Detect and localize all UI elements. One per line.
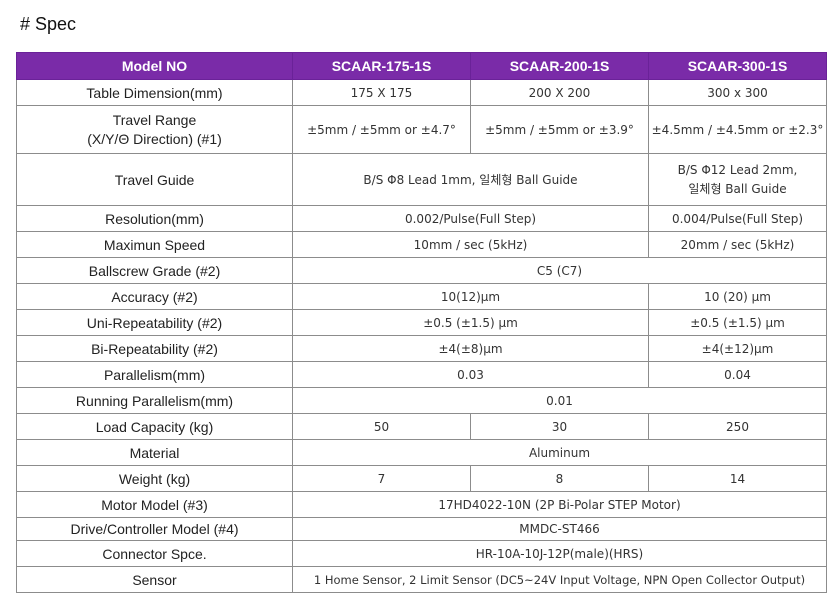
row-table-dimension: Table Dimension(mm) 175 X 175 200 X 200 … [16,79,827,106]
value-travel-guide-175-200: B/S Φ8 Lead 1mm, 일체형 Ball Guide [292,153,649,206]
spec-table: Model NO SCAAR-175-1S SCAAR-200-1S SCAAR… [16,52,827,593]
value-parallelism-300: 0.04 [648,361,827,388]
value-uni-repeatability-300: ±0.5 (±1.5) μm [648,309,827,336]
header-model-no: Model NO [16,52,293,80]
value-travel-guide-300-line2: 일체형 Ball Guide [688,181,787,196]
section-heading: # Spec [20,14,77,34]
row-travel-range: Travel Range (X/Y/Θ Direction) (#1) ±5mm… [16,105,827,154]
value-travel-range-300: ±4.5mm / ±4.5mm or ±2.3° [648,105,827,154]
label-drive-controller: Drive/Controller Model (#4) [16,517,293,541]
value-running-parallelism: 0.01 [292,387,827,414]
value-uni-repeatability-175-200: ±0.5 (±1.5) μm [292,309,649,336]
value-accuracy-175-200: 10(12)μm [292,283,649,310]
value-drive-controller: MMDC-ST466 [292,517,827,541]
row-accuracy: Accuracy (#2) 10(12)μm 10 (20) μm [16,283,827,310]
value-resolution-300: 0.004/Pulse(Full Step) [648,205,827,232]
label-weight: Weight (kg) [16,465,293,492]
value-weight-300: 14 [648,465,827,492]
header-model-200: SCAAR-200-1S [470,52,649,80]
value-bi-repeatability-175-200: ±4(±8)μm [292,335,649,362]
row-material: Material Aluminum [16,439,827,466]
value-table-dimension-175: 175 X 175 [292,79,471,106]
label-max-speed: Maximun Speed [16,231,293,258]
value-motor-model: 17HD4022-10N (2P Bi-Polar STEP Motor) [292,491,827,518]
value-travel-guide-300: B/S Φ12 Lead 2mm, 일체형 Ball Guide [648,153,827,206]
header-row: Model NO SCAAR-175-1S SCAAR-200-1S SCAAR… [16,52,827,80]
row-travel-guide: Travel Guide B/S Φ8 Lead 1mm, 일체형 Ball G… [16,153,827,206]
row-sensor: Sensor 1 Home Sensor, 2 Limit Sensor (DC… [16,566,827,593]
value-ballscrew-grade: C5 (C7) [292,257,827,284]
label-travel-range-line2: (X/Y/Θ Direction) (#1) [87,130,222,147]
label-material: Material [16,439,293,466]
row-max-speed: Maximun Speed 10mm / sec (5kHz) 20mm / s… [16,231,827,258]
value-sensor: 1 Home Sensor, 2 Limit Sensor (DC5~24V I… [292,566,827,593]
row-weight: Weight (kg) 7 8 14 [16,465,827,492]
label-resolution: Resolution(mm) [16,205,293,232]
value-weight-175: 7 [292,465,471,492]
label-uni-repeatability: Uni-Repeatability (#2) [16,309,293,336]
value-table-dimension-300: 300 x 300 [648,79,827,106]
value-travel-range-200: ±5mm / ±5mm or ±3.9° [470,105,649,154]
label-connector: Connector Spce. [16,540,293,567]
label-running-parallelism: Running Parallelism(mm) [16,387,293,414]
value-resolution-175-200: 0.002/Pulse(Full Step) [292,205,649,232]
label-travel-range: Travel Range (X/Y/Θ Direction) (#1) [16,105,293,154]
label-parallelism: Parallelism(mm) [16,361,293,388]
label-travel-range-line1: Travel Range [112,111,197,128]
header-model-175: SCAAR-175-1S [292,52,471,80]
value-accuracy-300: 10 (20) μm [648,283,827,310]
label-motor-model: Motor Model (#3) [16,491,293,518]
value-bi-repeatability-300: ±4(±12)μm [648,335,827,362]
value-weight-200: 8 [470,465,649,492]
row-drive-controller: Drive/Controller Model (#4) MMDC-ST466 [16,517,827,541]
label-load-capacity: Load Capacity (kg) [16,413,293,440]
value-travel-guide-300-line1: B/S Φ12 Lead 2mm, [677,162,798,177]
value-load-capacity-200: 30 [470,413,649,440]
label-ballscrew-grade: Ballscrew Grade (#2) [16,257,293,284]
row-resolution: Resolution(mm) 0.002/Pulse(Full Step) 0.… [16,205,827,232]
value-load-capacity-300: 250 [648,413,827,440]
row-running-parallelism: Running Parallelism(mm) 0.01 [16,387,827,414]
value-table-dimension-200: 200 X 200 [470,79,649,106]
header-model-300: SCAAR-300-1S [648,52,827,80]
label-travel-guide: Travel Guide [16,153,293,206]
value-connector: HR-10A-10J-12P(male)(HRS) [292,540,827,567]
row-load-capacity: Load Capacity (kg) 50 30 250 [16,413,827,440]
row-uni-repeatability: Uni-Repeatability (#2) ±0.5 (±1.5) μm ±0… [16,309,827,336]
label-sensor: Sensor [16,566,293,593]
label-table-dimension: Table Dimension(mm) [16,79,293,106]
value-material: Aluminum [292,439,827,466]
row-parallelism: Parallelism(mm) 0.03 0.04 [16,361,827,388]
row-ballscrew-grade: Ballscrew Grade (#2) C5 (C7) [16,257,827,284]
row-connector: Connector Spce. HR-10A-10J-12P(male)(HRS… [16,540,827,567]
label-bi-repeatability: Bi-Repeatability (#2) [16,335,293,362]
value-max-speed-175-200: 10mm / sec (5kHz) [292,231,649,258]
value-max-speed-300: 20mm / sec (5kHz) [648,231,827,258]
value-load-capacity-175: 50 [292,413,471,440]
row-bi-repeatability: Bi-Repeatability (#2) ±4(±8)μm ±4(±12)μm [16,335,827,362]
row-motor-model: Motor Model (#3) 17HD4022-10N (2P Bi-Pol… [16,491,827,518]
value-travel-range-175: ±5mm / ±5mm or ±4.7° [292,105,471,154]
label-accuracy: Accuracy (#2) [16,283,293,310]
value-parallelism-175-200: 0.03 [292,361,649,388]
